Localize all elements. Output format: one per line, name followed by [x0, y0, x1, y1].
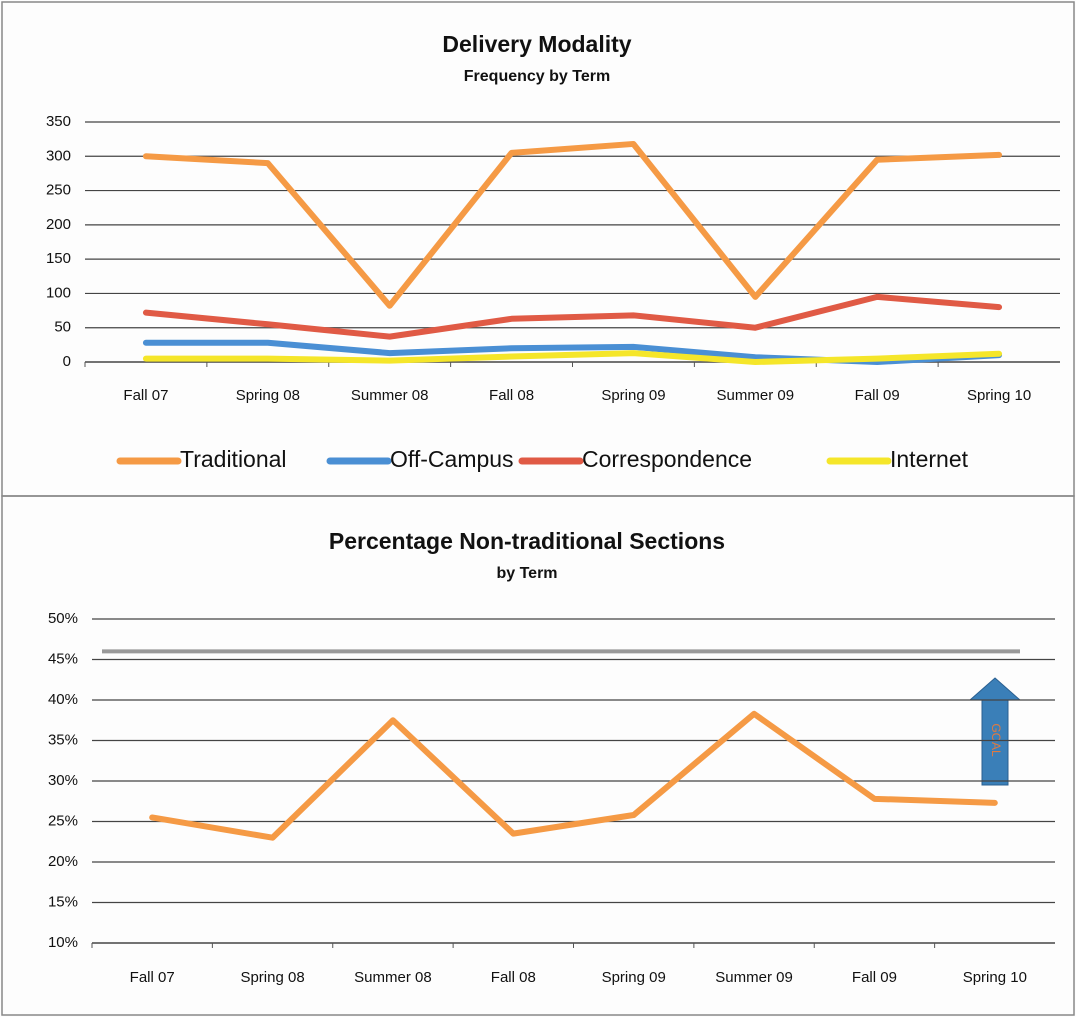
y-tick-label: 150 [46, 250, 71, 267]
y-tick-label: 0 [63, 353, 71, 370]
y-tick-label: 30% [48, 772, 78, 789]
series-line [142, 293, 1003, 340]
y-tick-label: 250 [46, 182, 71, 199]
x-tick-label: Fall 09 [852, 969, 897, 986]
y-tick-label: 50% [48, 610, 78, 627]
legend-label: Off-Campus [390, 446, 514, 472]
x-tick-label: Summer 09 [715, 969, 793, 986]
y-tick-label: 25% [48, 812, 78, 829]
series-line [149, 710, 998, 841]
chart-title: Percentage Non-traditional Sections [329, 528, 725, 554]
legend-label: Internet [890, 446, 969, 472]
x-tick-label: Spring 10 [967, 387, 1031, 404]
x-tick-label: Fall 07 [130, 969, 175, 986]
x-tick-label: Summer 09 [717, 387, 795, 404]
x-tick-label: Summer 08 [351, 387, 429, 404]
chart-subtitle: Frequency by Term [464, 68, 610, 85]
y-tick-label: 20% [48, 853, 78, 870]
y-tick-label: 300 [46, 147, 71, 164]
x-tick-label: Spring 08 [240, 969, 304, 986]
y-tick-label: 40% [48, 691, 78, 708]
x-tick-label: Spring 09 [602, 969, 666, 986]
legend-label: Correspondence [582, 446, 752, 472]
y-tick-label: 15% [48, 893, 78, 910]
series-line [142, 140, 1003, 309]
chart-subtitle: by Term [496, 565, 557, 582]
y-tick-label: 35% [48, 731, 78, 748]
y-tick-label: 45% [48, 650, 78, 667]
y-tick-label: 350 [46, 113, 71, 130]
x-tick-label: Fall 08 [491, 969, 536, 986]
chart-title: Delivery Modality [442, 31, 631, 57]
x-tick-label: Fall 08 [489, 387, 534, 404]
y-tick-label: 50 [54, 319, 71, 336]
series-line [142, 350, 1003, 365]
y-tick-label: 200 [46, 216, 71, 233]
x-tick-label: Spring 09 [601, 387, 665, 404]
legend-label: Traditional [180, 446, 287, 472]
x-tick-label: Fall 07 [123, 387, 168, 404]
x-tick-label: Summer 08 [354, 969, 432, 986]
y-tick-label: 10% [48, 934, 78, 951]
y-tick-label: 100 [46, 284, 71, 301]
chart-frame [1, 495, 1075, 1016]
x-tick-label: Spring 10 [963, 969, 1027, 986]
x-tick-label: Spring 08 [236, 387, 300, 404]
x-tick-label: Fall 09 [855, 387, 900, 404]
